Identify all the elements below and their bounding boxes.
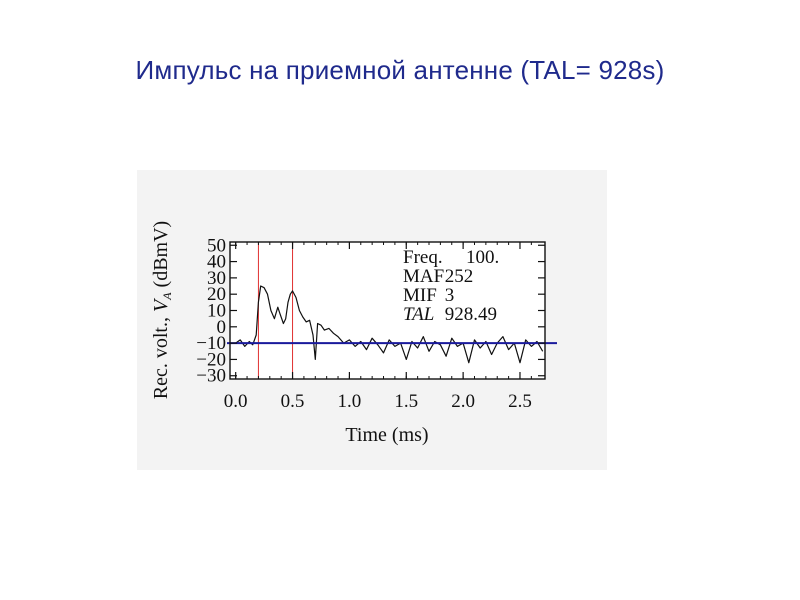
y-tick-label: 30 <box>207 268 226 289</box>
axis-ticks <box>230 242 545 379</box>
x-tick-labels: 0.0 0.5 1.0 1.5 2.0 2.5 <box>224 391 532 412</box>
x-tick-label: 1.0 <box>338 391 362 412</box>
y-label-symbol: V <box>150 297 172 312</box>
x-tick-label: 0.0 <box>224 391 248 412</box>
x-tick-label: 0.5 <box>281 391 305 412</box>
annotation-value: 3 <box>445 285 455 306</box>
y-label-text: Rec. volt., <box>150 312 172 399</box>
y-tick-label: −20 <box>196 349 226 370</box>
y-axis-label: Rec. volt., VA (dBmV) <box>150 221 174 399</box>
slide-title: Импульс на приемной антенне (TAL= 928s) <box>135 55 665 85</box>
annotation-value: 928.49 <box>445 304 497 325</box>
y-tick-label: 50 <box>207 235 226 256</box>
annotation-value: 252 <box>445 266 474 287</box>
y-label-unit: (dBmV) <box>150 221 172 293</box>
annotation-label: Freq. <box>403 247 443 268</box>
chart-figure: 50 40 30 20 10 0 −10 −20 −30 0.0 0.5 1.0 1.5 2.0 2.5 … <box>137 170 607 470</box>
x-tick-label: 2.5 <box>508 391 532 412</box>
y-tick-label: −10 <box>196 333 226 354</box>
y-label-subscript: A <box>160 292 174 301</box>
y-tick-label: 10 <box>207 301 226 322</box>
y-tick-label: 40 <box>207 252 226 273</box>
x-axis-label: Time (ms) <box>345 424 428 446</box>
plot-area <box>230 242 545 379</box>
annotation-box: Freq. 100. MAF 252 MIF 3 TAL 928.49 <box>403 247 499 325</box>
x-tick-label: 1.5 <box>394 391 418 412</box>
annotation-label: MAF <box>403 266 444 287</box>
x-tick-label: 2.0 <box>451 391 475 412</box>
annotation-value: 100. <box>466 247 499 268</box>
y-tick-label: 0 <box>217 317 227 338</box>
annotation-label: MIF <box>403 285 437 306</box>
y-tick-label: −30 <box>196 366 226 387</box>
annotation-label: TAL <box>403 304 434 325</box>
y-tick-label: 20 <box>207 284 226 305</box>
